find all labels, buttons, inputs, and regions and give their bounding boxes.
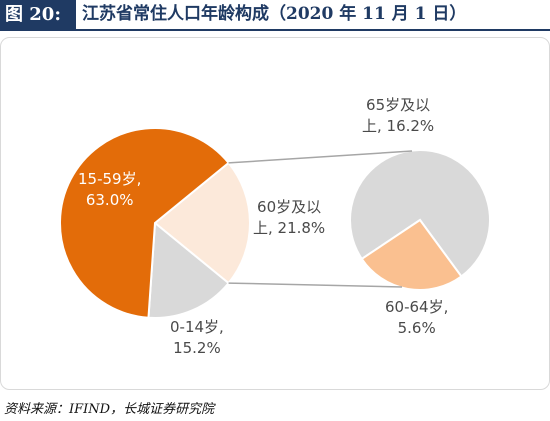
source-note: 资料来源：IFIND，长城证券研究院: [4, 402, 215, 417]
main-slice-age-15-59: [59, 127, 230, 319]
label-age-0-14-name: 0-14岁,: [170, 318, 224, 336]
sub-slice-age-65-plus: [349, 149, 491, 278]
label-age-60-plus-value: 上, 21.8%: [253, 219, 326, 237]
figure-title: 江苏省常住人口年龄构成（2020 年 11 月 1 日）: [82, 4, 467, 24]
label-age-60-64-name: 60-64岁,: [385, 298, 449, 316]
sub-slice-age-60-64: [360, 218, 463, 291]
connector-line-bottom: [228, 282, 403, 288]
label-age-0-14-value: 15.2%: [173, 339, 221, 357]
label-age-60-64-value: 5.6%: [397, 319, 436, 337]
label-age-65-plus-value: 上, 16.2%: [362, 117, 435, 135]
connector-line-top: [228, 150, 413, 164]
label-age-15-59-name: 15-59岁,: [78, 170, 142, 188]
label-age-60-64: 60-64岁, 5.6%: [385, 297, 448, 339]
chart-area: 15-59岁, 63.0% 60岁及以 上, 21.8% 0-14岁, 15.2…: [0, 37, 550, 390]
label-age-15-59-value: 63.0%: [85, 191, 134, 209]
main-slice-age-60-plus: [153, 161, 251, 285]
label-age-60-plus-name: 60岁及以: [257, 198, 322, 216]
figure-title-bar: 图 20: 江苏省常住人口年龄构成（2020 年 11 月 1 日）: [0, 0, 550, 31]
label-age-60-plus: 60岁及以 上, 21.8%: [253, 197, 325, 239]
connector-lines: [228, 150, 413, 288]
label-age-15-59: 15-59岁, 63.0%: [78, 169, 141, 211]
label-age-65-plus-name: 65岁及以: [366, 96, 431, 114]
label-age-0-14: 0-14岁, 15.2%: [170, 317, 224, 359]
main-pie: [59, 127, 251, 319]
label-age-65-plus: 65岁及以 上, 16.2%: [362, 95, 434, 137]
figure-number: 图 20:: [0, 0, 76, 29]
pie-of-pie-chart: [0, 37, 550, 390]
sub-pie: [349, 149, 491, 291]
main-slice-age-0-14: [147, 221, 230, 319]
